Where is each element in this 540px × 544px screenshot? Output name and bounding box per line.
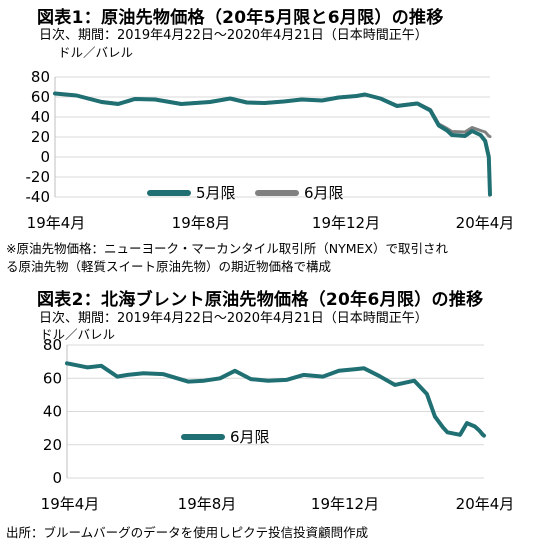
figure1-unit-label: ドル／バレル (58, 45, 134, 60)
x-tick-label: 20年4月 (456, 214, 515, 232)
x-tick-label: 20年4月 (456, 495, 515, 513)
y-tick-label: 60 (43, 369, 62, 387)
figure2-subtitle: 日次、期間：2019年4月22日～2020年4月21日（日本時間正午） (39, 311, 428, 326)
x-tick-label: 19年4月 (27, 214, 86, 232)
source-note: 出所：ブルームバーグのデータを使用しピクテ投信投資顧問作成 (6, 525, 369, 540)
y-tick-label: 40 (31, 108, 50, 126)
x-tick-label: 19年4月 (41, 495, 100, 513)
figure1-note-line2: る原油先物（軽質スイート原油先物）の期近物価格で構成 (6, 259, 332, 274)
y-tick-label: -40 (26, 188, 51, 206)
figure2-title: 図表2：北海ブレント原油先物価格（20年6月限）の推移 (37, 290, 484, 310)
x-tick-label: 19年12月 (312, 214, 380, 232)
x-tick-label: 19年8月 (172, 214, 231, 232)
legend-label: 6月限 (230, 428, 270, 446)
legend-label: 5月限 (196, 184, 236, 202)
figure1-subtitle: 日次、期間：2019年4月22日～2020年4月21日（日本時間正午） (39, 28, 428, 43)
y-tick-label: -20 (26, 168, 51, 186)
figure1-title: 図表1：原油先物価格（20年5月限と6月限）の推移 (37, 8, 444, 28)
y-tick-label: 80 (43, 336, 62, 354)
figure1-chart: 80 60 40 20 0 -20 -40 19年4月 19年8月 19年12月 20年4月 5月限 6… (26, 68, 515, 232)
y-tick-label: 0 (52, 469, 62, 487)
figure1-note-line1: ※原油先物価格：ニューヨーク・マーカンタイル取引所（NYMEX）で取引され (6, 241, 448, 256)
y-tick-label: 80 (31, 68, 50, 86)
figure2-unit-label: ドル／バレル (40, 327, 116, 342)
y-tick-label: 0 (40, 148, 50, 166)
x-tick-label: 19年8月 (178, 495, 237, 513)
figure2-chart: 80 60 40 20 0 19年4月 19年8月 19年12月 20年4月 6月限 (41, 336, 515, 513)
series-line-1 (65, 361, 486, 438)
y-tick-label: 20 (31, 128, 50, 146)
series-line-2 (53, 91, 492, 139)
series-line-1 (53, 91, 492, 197)
y-tick-label: 20 (43, 436, 62, 454)
legend-label: 6月限 (304, 184, 344, 202)
x-tick-label: 19年12月 (311, 495, 379, 513)
y-tick-label: 60 (31, 88, 50, 106)
y-tick-label: 40 (43, 403, 62, 421)
